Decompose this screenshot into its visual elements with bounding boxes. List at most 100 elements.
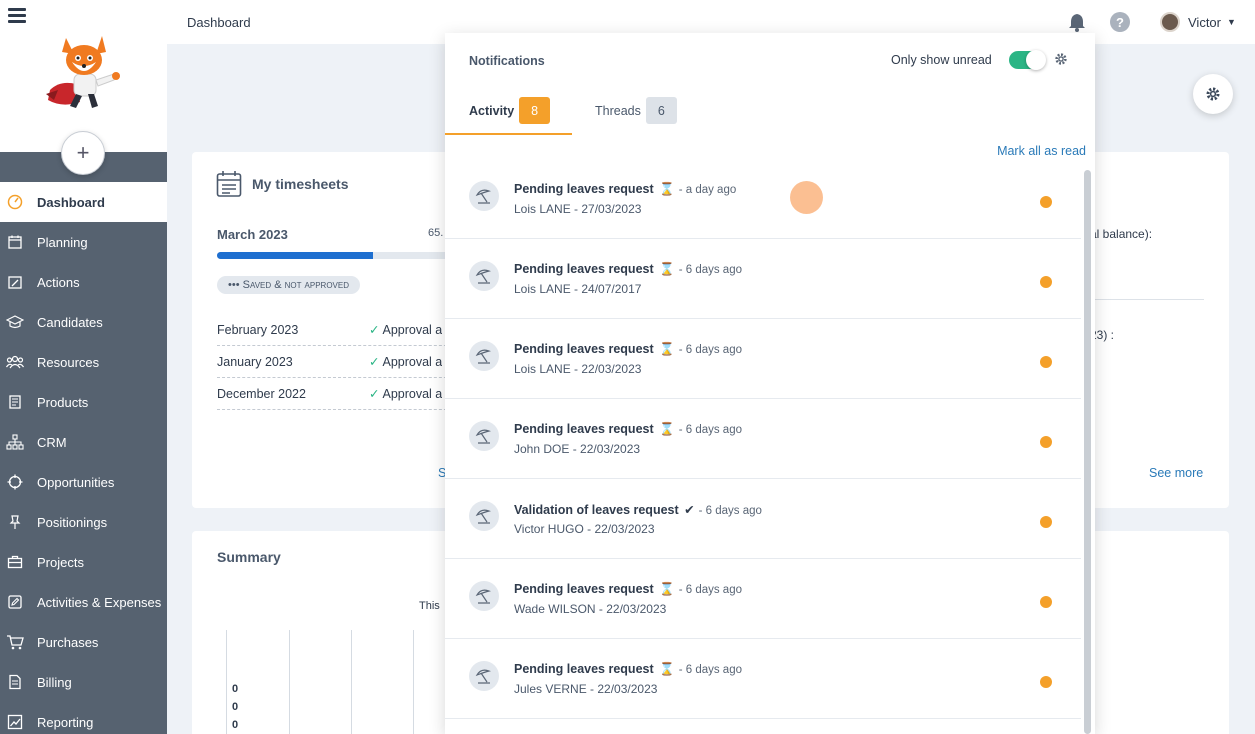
sidebar-item-label: Positionings	[37, 514, 108, 530]
row-status: ✓ Approval a	[369, 387, 443, 401]
user-menu[interactable]: Victor ▼	[1160, 12, 1236, 32]
list-item[interactable]: Pending leaves request ⌛ - 6 days ago Joh…	[445, 399, 1081, 479]
unread-dot[interactable]	[1040, 276, 1052, 288]
notification-time: - 6 days ago	[678, 424, 742, 436]
sidebar-item-label: Projects	[37, 554, 84, 570]
notification-subtitle: Lois LANE - 27/03/2023	[514, 202, 642, 216]
balance-label-2: 23) :	[1090, 328, 1115, 342]
sidebar-item-dashboard[interactable]: Dashboard	[0, 182, 167, 222]
list-item[interactable]: Validation of leaves request ✔ - 6 days a…	[445, 479, 1081, 559]
see-all-link[interactable]: S	[438, 466, 447, 480]
notification-time: - a day ago	[678, 184, 737, 196]
notification-list: Pending leaves request ⌛ - a day ago Lois…	[445, 159, 1081, 719]
sidebar-item-label: Planning	[37, 234, 88, 250]
notification-time: - 6 days ago	[678, 584, 742, 596]
sidebar-item-label: Products	[37, 394, 89, 410]
tab-count-badge: 8	[519, 97, 551, 124]
beach-umbrella-icon	[469, 181, 499, 211]
notification-time: - 6 days ago	[678, 264, 742, 276]
sidebar-item-billing[interactable]: Billing	[0, 662, 167, 702]
calendar-icon	[6, 233, 24, 251]
sidebar-item-label: Billing	[37, 674, 72, 690]
list-item[interactable]: Pending leaves request ⌛ - 6 days ago Jul…	[445, 639, 1081, 719]
table-row[interactable]: January 2023 ✓ Approval a	[217, 346, 457, 378]
beach-umbrella-icon	[469, 261, 499, 291]
list-item[interactable]: Pending leaves request ⌛ - a day ago Lois…	[445, 159, 1081, 239]
hourglass-icon: ⌛	[659, 662, 675, 676]
sidebar-item-opportunities[interactable]: Opportunities	[0, 462, 167, 502]
notification-time: - 6 days ago	[678, 664, 742, 676]
sidebar-item-label: CRM	[37, 434, 67, 450]
unread-dot[interactable]	[1040, 356, 1052, 368]
sidebar-item-label: Opportunities	[37, 474, 115, 490]
toggle-knob	[1026, 50, 1046, 70]
sidebar-item-actions[interactable]: Actions	[0, 262, 167, 302]
list-item[interactable]: Pending leaves request ⌛ - 6 days ago Loi…	[445, 239, 1081, 319]
sidebar-item-candidates[interactable]: Candidates	[0, 302, 167, 342]
notifications-panel: Notifications Only show unread Activity …	[445, 33, 1095, 734]
notification-title: Pending leaves request ⌛ - 6 days ago	[514, 582, 742, 596]
table-row[interactable]: December 2022 ✓ Approval a	[217, 378, 457, 410]
sidebar-item-purchases[interactable]: Purchases	[0, 622, 167, 662]
tab-label: Threads	[595, 104, 641, 118]
sidebar-item-label: Purchases	[37, 634, 99, 650]
help-icon[interactable]: ?	[1110, 12, 1130, 32]
notification-subtitle: Victor HUGO - 22/03/2023	[514, 522, 655, 536]
beach-umbrella-icon	[469, 341, 499, 371]
notification-title: Pending leaves request ⌛ - 6 days ago	[514, 662, 742, 676]
unread-dot[interactable]	[1040, 436, 1052, 448]
notification-settings-gear-icon[interactable]	[1054, 52, 1068, 66]
edit-calendar-icon	[6, 273, 24, 291]
book-icon	[6, 393, 24, 411]
timesheet-icon	[216, 171, 242, 197]
notification-title: Pending leaves request ⌛ - 6 days ago	[514, 422, 742, 436]
sidebar-item-positionings[interactable]: Positionings	[0, 502, 167, 542]
sidebar-item-label: Reporting	[37, 714, 94, 730]
chart-icon	[6, 713, 24, 731]
invoice-icon	[6, 673, 24, 691]
unread-dot[interactable]	[1040, 596, 1052, 608]
current-percentage: 65.	[428, 227, 444, 239]
sidebar-item-products[interactable]: Products	[0, 382, 167, 422]
notification-time: - 6 days ago	[698, 505, 762, 517]
chevron-down-icon: ▼	[1227, 17, 1236, 27]
sidebar-item-planning[interactable]: Planning	[0, 222, 167, 262]
table-row[interactable]: February 2023 ✓ Approval a	[217, 314, 457, 346]
unread-dot[interactable]	[1040, 676, 1052, 688]
tab-activity[interactable]: Activity 8	[445, 97, 572, 135]
sidebar-item-reporting[interactable]: Reporting	[0, 702, 167, 734]
dashboard-settings-button[interactable]	[1193, 74, 1233, 114]
unread-dot[interactable]	[1040, 516, 1052, 528]
row-month: January 2023	[217, 354, 293, 369]
see-more-link[interactable]: See more	[1149, 466, 1204, 480]
sidebar-item-label: Activities & Expenses	[37, 594, 162, 610]
hourglass-icon: ⌛	[659, 342, 675, 356]
sidebar-item-resources[interactable]: Resources	[0, 342, 167, 382]
list-item[interactable]: Pending leaves request ⌛ - 6 days ago Loi…	[445, 319, 1081, 399]
checkmark-icon: ✔	[684, 503, 695, 517]
sidebar-item-activities-expenses[interactable]: Activities & Expenses	[0, 582, 167, 622]
check-icon: ✓	[369, 323, 380, 337]
tab-threads[interactable]: Threads 6	[595, 97, 677, 135]
timesheets-title: My timesheets	[252, 176, 349, 192]
gear-icon	[1206, 87, 1220, 101]
list-item[interactable]: Pending leaves request ⌛ - 6 days ago Wad…	[445, 559, 1081, 639]
only-unread-toggle[interactable]	[1009, 50, 1046, 70]
sidebar-item-projects[interactable]: Projects	[0, 542, 167, 582]
hourglass-icon: ⌛	[659, 262, 675, 276]
mark-all-read-link[interactable]: Mark all as read	[997, 144, 1086, 158]
notification-scrollbar[interactable]	[1084, 170, 1091, 734]
pencil-square-icon	[6, 593, 24, 611]
balance-label: al balance):	[1090, 227, 1153, 241]
notifications-title: Notifications	[469, 54, 545, 68]
hamburger-menu-icon[interactable]	[8, 8, 26, 24]
add-button[interactable]: +	[61, 131, 105, 175]
sidebar: + Dashboard Planning Actions Candidates …	[0, 0, 167, 734]
timesheet-progress-fill	[217, 252, 373, 259]
summary-period-label: This	[419, 600, 440, 612]
notification-subtitle: Lois LANE - 22/03/2023	[514, 362, 642, 376]
sidebar-item-crm[interactable]: CRM	[0, 422, 167, 462]
unread-dot[interactable]	[1040, 196, 1052, 208]
bell-icon[interactable]	[1068, 12, 1086, 32]
notification-subtitle: John DOE - 22/03/2023	[514, 442, 641, 456]
